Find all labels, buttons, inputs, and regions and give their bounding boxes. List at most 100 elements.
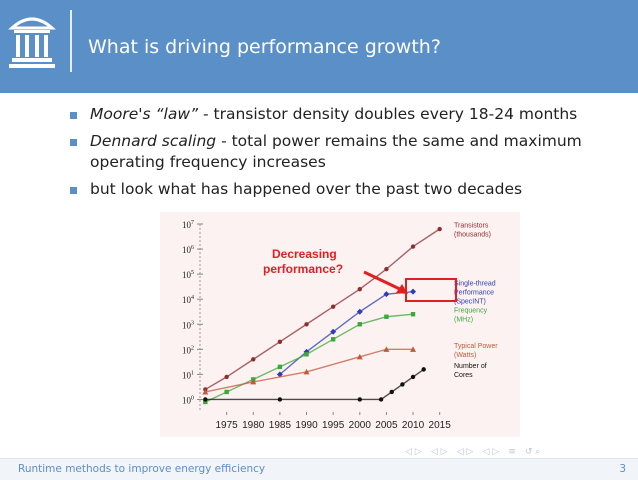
data-point bbox=[384, 266, 389, 272]
data-point bbox=[356, 353, 363, 360]
y-tick-label: 103 bbox=[182, 320, 194, 330]
data-point bbox=[250, 378, 257, 385]
data-point bbox=[400, 382, 405, 387]
x-tick-label: 1980 bbox=[242, 420, 265, 431]
data-point bbox=[330, 337, 336, 342]
x-tick-label: 2015 bbox=[429, 420, 452, 431]
nav-menu-icon[interactable]: ≡ bbox=[508, 447, 516, 457]
slide-header: What is driving performance growth? bbox=[0, 0, 638, 93]
data-point bbox=[389, 389, 394, 395]
x-tick-label: 1990 bbox=[295, 420, 318, 431]
data-point bbox=[304, 322, 309, 327]
y-tick-label: 100 bbox=[182, 395, 194, 405]
bullet-item: but look what has happened over the past… bbox=[68, 179, 628, 200]
beamer-navigation-bar[interactable]: ◁ ▷ ◁ ▷ ◁ ▷ ◁ ▷ ≡ ↺ ⌕ bbox=[405, 439, 544, 458]
y-tick-label: 105 bbox=[182, 270, 194, 280]
data-point bbox=[410, 288, 417, 295]
data-point bbox=[437, 226, 442, 232]
nav-search-icon[interactable]: ↺ ⌕ bbox=[524, 447, 541, 457]
bullet-item: Dennard scaling - total power remains th… bbox=[68, 131, 628, 173]
slide-title: What is driving performance growth? bbox=[88, 36, 441, 58]
x-axis: 1975 1980 1985 1990 1995 2000 2005 2010 2015 bbox=[216, 412, 452, 431]
legend-entry: (thousands) bbox=[454, 232, 491, 239]
series-trend-line bbox=[279, 290, 414, 375]
data-point bbox=[410, 374, 416, 380]
data-point bbox=[304, 352, 309, 357]
data-point bbox=[410, 244, 416, 249]
data-point bbox=[384, 314, 389, 319]
legend-entry: Typical Power bbox=[454, 343, 498, 350]
legend-entry: (SpecINT) bbox=[454, 299, 486, 306]
footer-title: Runtime methods to improve energy effici… bbox=[18, 463, 266, 475]
x-tick-label: 1995 bbox=[322, 420, 345, 431]
y-axis: 100 101 102 103 104 105 106 107 bbox=[182, 220, 203, 412]
data-point bbox=[330, 304, 336, 309]
data-point bbox=[224, 374, 229, 380]
data-point bbox=[303, 368, 310, 375]
x-tick-label: 2000 bbox=[349, 420, 372, 431]
data-point bbox=[357, 286, 362, 292]
legend-entry: Single-thread bbox=[454, 281, 496, 288]
legend-entry: (MHz) bbox=[454, 317, 473, 324]
data-point bbox=[410, 346, 417, 352]
page-number: 3 bbox=[619, 463, 626, 475]
nav-section-icon[interactable]: ◁ ▷ bbox=[456, 447, 474, 457]
data-point bbox=[277, 364, 283, 370]
annotation-text-line1: Decreasing bbox=[272, 247, 337, 261]
bullet-list: Moore's “law” - transistor density doubl… bbox=[68, 104, 628, 206]
chart-legend: Transistors (thousands) Single-thread Perfo… bbox=[454, 223, 498, 379]
data-point bbox=[410, 312, 416, 317]
y-tick-label: 104 bbox=[182, 295, 194, 305]
series-trend-line bbox=[205, 348, 414, 393]
data-point bbox=[224, 389, 229, 395]
data-point bbox=[203, 399, 208, 405]
legend-entry: Performance bbox=[454, 290, 494, 297]
data-point bbox=[277, 339, 283, 345]
series-trend-line bbox=[204, 228, 441, 391]
legend-entry: Cores bbox=[454, 372, 473, 379]
bullet-emphasis: Dennard scaling bbox=[90, 132, 217, 150]
legend-entry: Number of bbox=[454, 363, 487, 370]
chart-series bbox=[202, 226, 442, 405]
data-point bbox=[357, 322, 362, 327]
annotation-text-line2: performance? bbox=[263, 262, 343, 276]
header-divider bbox=[70, 10, 72, 72]
bullet-square-icon bbox=[70, 112, 77, 119]
x-tick-label: 1985 bbox=[269, 420, 292, 431]
legend-entry: Transistors bbox=[454, 223, 489, 230]
university-logo-icon bbox=[8, 17, 56, 68]
y-tick-label: 102 bbox=[182, 345, 194, 355]
data-point bbox=[356, 308, 363, 315]
bullet-text: - total power remains the same and maxim… bbox=[90, 132, 582, 171]
data-point bbox=[383, 346, 390, 352]
legend-entry: (Watts) bbox=[454, 352, 476, 359]
data-point bbox=[202, 388, 209, 395]
chart-annotation: Decreasing performance? bbox=[263, 247, 457, 302]
y-tick-label: 101 bbox=[182, 370, 194, 380]
data-point bbox=[378, 397, 384, 402]
y-tick-label: 106 bbox=[182, 245, 194, 255]
slide-footer: Runtime methods to improve energy effici… bbox=[0, 458, 638, 480]
y-tick-label: 107 bbox=[182, 220, 194, 230]
data-point bbox=[421, 367, 426, 372]
data-point bbox=[357, 397, 362, 402]
nav-subsection-icon[interactable]: ◁ ▷ bbox=[482, 447, 500, 457]
data-point bbox=[203, 397, 208, 402]
x-tick-label: 2005 bbox=[375, 420, 398, 431]
bullet-text: but look what has happened over the past… bbox=[90, 180, 523, 198]
bullet-square-icon bbox=[70, 187, 77, 194]
bullet-emphasis: Moore's “law” bbox=[90, 105, 199, 123]
nav-prev-slide-icon[interactable]: ◁ ▷ bbox=[405, 447, 422, 457]
data-point bbox=[383, 291, 390, 298]
bullet-text: - transistor density doubles every 18-24… bbox=[198, 105, 578, 123]
data-point bbox=[330, 328, 337, 335]
nav-prev-frame-icon[interactable]: ◁ ▷ bbox=[430, 447, 448, 457]
data-point bbox=[277, 397, 283, 402]
bullet-item: Moore's “law” - transistor density doubl… bbox=[68, 104, 628, 125]
bullet-square-icon bbox=[70, 139, 77, 146]
data-point bbox=[276, 371, 283, 378]
data-point bbox=[251, 357, 256, 362]
legend-entry: Frequency bbox=[454, 308, 488, 315]
x-tick-label: 1975 bbox=[216, 420, 239, 431]
